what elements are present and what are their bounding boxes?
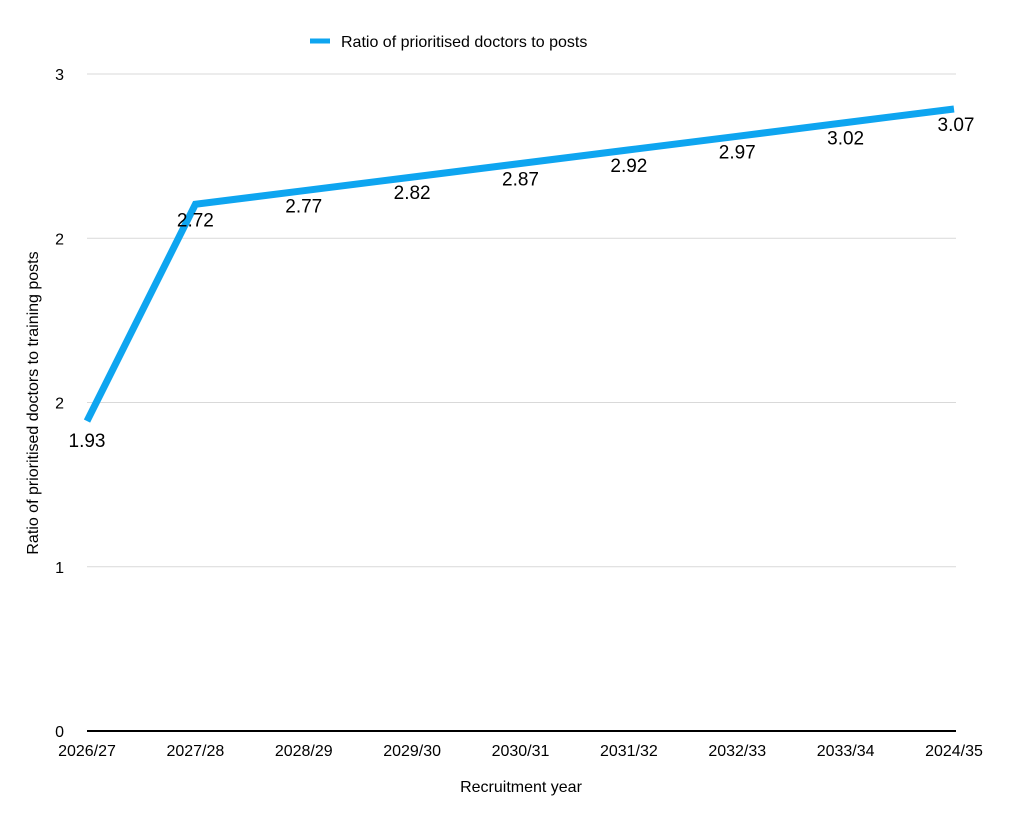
legend-label: Ratio of prioritised doctors to posts (341, 34, 587, 51)
series-line (83, 105, 955, 423)
data-label: 2.97 (719, 142, 756, 163)
y-tick-label: 2 (55, 231, 64, 248)
data-label: 2.72 (177, 210, 214, 231)
x-tick-label: 2033/34 (817, 743, 875, 760)
data-labels: 1.93 2.72 2.77 2.82 2.87 2.92 2.97 3.02 3.07 (69, 115, 975, 452)
x-tick-label: 2027/28 (166, 743, 224, 760)
x-tick-label: 2030/31 (492, 743, 550, 760)
data-label: 2.92 (610, 156, 647, 177)
x-tick-label: 2028/29 (275, 743, 333, 760)
y-tick-label: 2 (55, 396, 64, 413)
data-label: 2.82 (394, 183, 431, 204)
x-tick-label: 2026/27 (58, 743, 116, 760)
x-tick-label: 2024/35 (925, 743, 983, 760)
x-axis-title: Recruitment year (460, 779, 582, 796)
x-tick-label: 2032/33 (708, 743, 766, 760)
data-label: 1.93 (69, 431, 106, 452)
data-label: 2.77 (285, 197, 322, 218)
y-tick-labels: 0 1 2 2 3 (55, 67, 64, 741)
data-label: 3.07 (938, 115, 975, 136)
y-tick-label: 3 (55, 67, 64, 84)
y-tick-label: 1 (55, 560, 64, 577)
y-axis-title: Ratio of prioritised doctors to training… (25, 251, 42, 554)
x-tick-labels: 2026/27 2027/28 2028/29 2029/30 2030/31 2031/… (58, 743, 983, 760)
gridlines (87, 73, 956, 568)
y-tick-label: 0 (55, 724, 64, 741)
legend: Ratio of prioritised doctors to posts (310, 34, 587, 51)
x-tick-label: 2029/30 (383, 743, 441, 760)
data-label: 2.87 (502, 169, 539, 190)
x-tick-label: 2031/32 (600, 743, 658, 760)
data-label: 3.02 (827, 129, 864, 150)
